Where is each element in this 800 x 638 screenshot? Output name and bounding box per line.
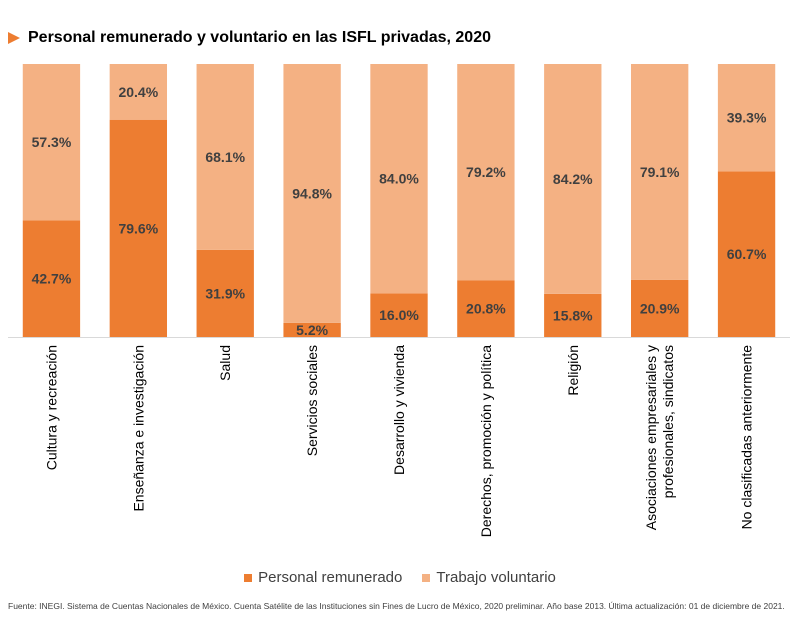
category-label: Religión [565,345,581,396]
legend-item-paid: Personal remunerado [244,569,402,586]
bar-paid [544,293,602,337]
category-label: profesionales, sindicatos [660,345,676,498]
data-label-paid: 16.0% [379,307,419,323]
legend-item-volunteer: Trabajo voluntario [422,569,556,586]
bar-paid [630,279,689,337]
data-label-volunteer: 94.8% [292,185,332,201]
bar-volunteer [370,64,428,294]
bar-volunteer [196,64,254,250]
data-label-paid: 42.7% [32,271,72,287]
data-label-paid: 31.9% [205,285,245,301]
bar-volunteer [109,64,168,120]
bar-paid [370,293,428,337]
bar-volunteer [630,64,689,280]
source-note: Fuente: INEGI. Sistema de Cuentas Nacion… [8,601,785,611]
chart-title-row: Personal remunerado y voluntario en las … [8,26,491,50]
legend-label-paid: Personal remunerado [258,569,403,586]
title-arrow-icon [8,32,20,44]
data-label-paid: 20.9% [640,300,680,316]
data-label-paid: 20.8% [466,301,506,317]
bar-paid [283,322,341,337]
bar-volunteer [283,64,341,323]
bar-volunteer [22,64,81,221]
bar-volunteer [544,64,602,294]
bar-paid [717,171,776,337]
data-label-volunteer: 20.4% [118,84,158,100]
data-label-volunteer: 57.3% [32,134,72,150]
legend-swatch-paid [244,573,253,582]
data-label-volunteer: 79.2% [466,164,506,180]
category-label: Servicios sociales [304,345,320,456]
category-label: No clasificadas anteriormente [739,345,755,530]
category-label: Asociaciones empresariales y [643,345,659,530]
data-label-paid: 79.6% [118,220,158,236]
category-label: Desarrollo y vivienda [391,345,407,475]
data-label-volunteer: 39.3% [727,110,767,126]
bar-paid [196,249,254,337]
bar-paid [457,280,515,337]
data-label-volunteer: 79.1% [640,164,680,180]
bar-paid [109,119,168,337]
category-label: Enseñanza e investigación [130,345,146,512]
stacked-bar-chart: 42.7% 57.3% Cultura y recreación 79.6% 20.4%… [8,64,790,537]
data-label-volunteer: 84.2% [553,171,593,187]
bar-paid [22,220,81,337]
category-label: Cultura y recreación [43,345,59,470]
data-label-volunteer: 68.1% [205,149,245,165]
bar-volunteer [457,64,515,281]
legend-label-volunteer: Trabajo voluntario [436,569,556,586]
category-label: Derechos, promoción y política [478,345,494,537]
legend-swatch-volunteer [422,573,431,582]
category-label: Salud [217,345,233,381]
chart-legend: Personal remunerado Trabajo voluntario [0,569,800,586]
bar-volunteer [717,64,776,172]
data-label-paid: 15.8% [553,307,593,323]
chart-title: Personal remunerado y voluntario en las … [28,29,491,46]
data-label-paid: 60.7% [727,246,767,262]
data-label-paid: 5.2% [296,322,328,338]
data-label-volunteer: 84.0% [379,171,419,187]
